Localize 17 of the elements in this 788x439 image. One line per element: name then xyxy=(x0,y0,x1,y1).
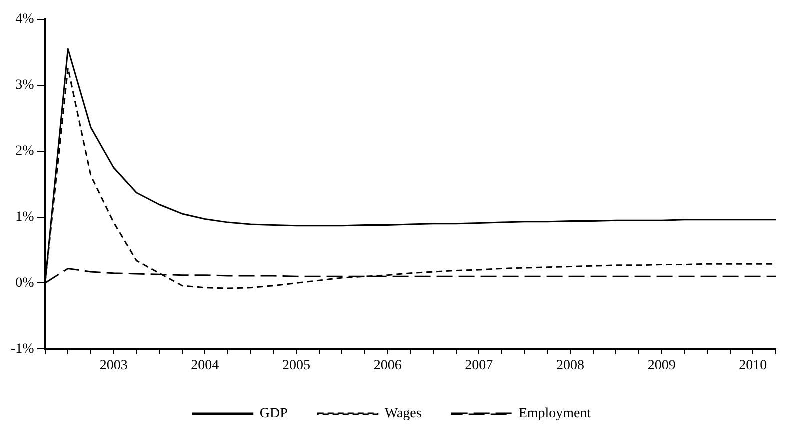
y-tick-label: 0% xyxy=(16,276,35,291)
x-tick-label: 2008 xyxy=(556,358,584,374)
x-tick-label: 2007 xyxy=(465,358,494,374)
y-tick-label: 1% xyxy=(16,210,35,225)
y-tick-label: 2% xyxy=(16,144,35,159)
x-tick-label: 2005 xyxy=(282,358,310,374)
legend-label: Employment xyxy=(518,406,592,422)
legend-label: Wages xyxy=(384,406,422,422)
legend-label: GDP xyxy=(260,406,288,422)
y-tick-label: 4% xyxy=(16,12,35,28)
y-tick-label: -1% xyxy=(10,342,35,357)
x-tick-label: 2010 xyxy=(739,358,768,374)
x-tick-label: 2006 xyxy=(374,358,402,374)
x-tick-label: 2009 xyxy=(648,358,676,374)
x-tick-label: 2003 xyxy=(100,358,128,374)
y-tick-label: 3% xyxy=(16,78,35,94)
x-tick-label: 2004 xyxy=(191,358,220,374)
